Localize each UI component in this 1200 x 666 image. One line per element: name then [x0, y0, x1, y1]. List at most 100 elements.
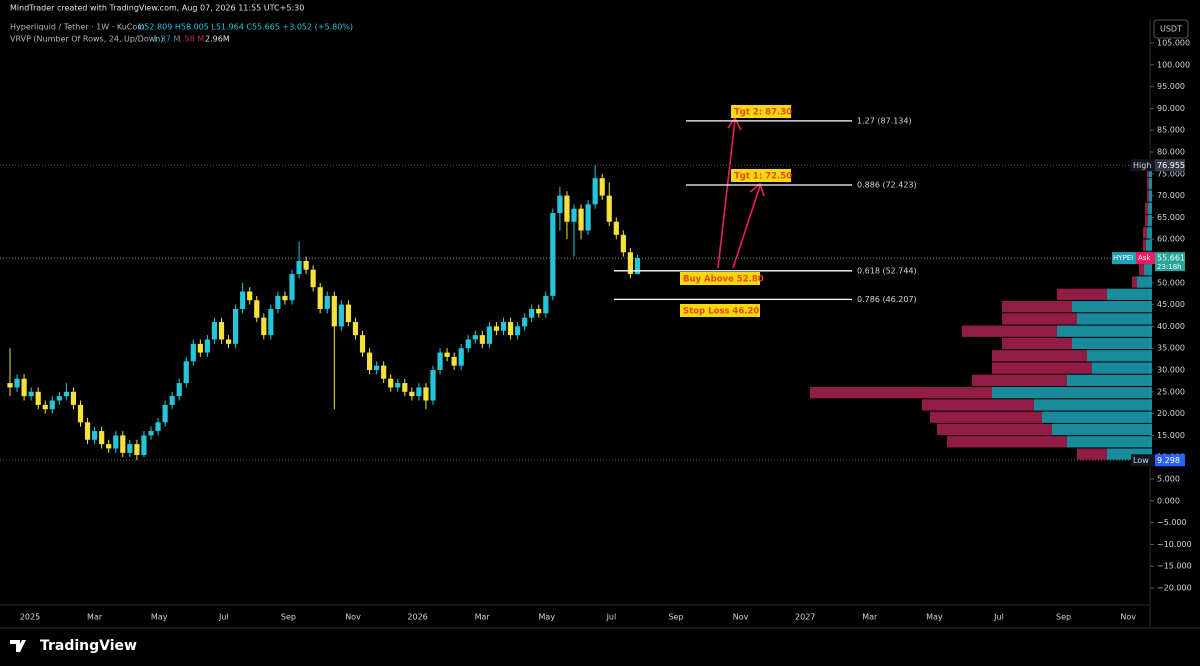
x-tick-label: Jul [218, 613, 229, 622]
candle-body [7, 383, 13, 388]
candle-body [338, 304, 344, 327]
annotation-box [731, 169, 791, 182]
candle-body [240, 291, 246, 309]
volume-up [1149, 190, 1152, 202]
volume-up [1107, 448, 1152, 460]
candle-body [388, 378, 394, 388]
candle-body [120, 435, 126, 453]
volume-up [1077, 313, 1152, 325]
candle-body [402, 383, 408, 392]
y-tick-label: 20.000 [1157, 409, 1185, 418]
candle-body [113, 435, 119, 449]
volume-down [1077, 448, 1107, 460]
volume-down [972, 374, 1067, 387]
candle-body [127, 444, 133, 453]
y-tick-label: 80.000 [1157, 148, 1185, 157]
last-value-bg [1155, 252, 1185, 272]
y-tick-label: 0.000 [1157, 496, 1180, 505]
x-tick-label: Jul [606, 613, 617, 622]
volume-up [1072, 300, 1152, 313]
candle-body [141, 435, 147, 456]
volume-up [1144, 264, 1152, 276]
y-tick-label: 75.000 [1157, 169, 1185, 178]
candle-body [599, 178, 605, 196]
candle-body [409, 391, 415, 397]
candle-body [155, 422, 161, 432]
candle-body [63, 391, 69, 397]
volume-up [1092, 362, 1152, 374]
volume-down [1002, 313, 1077, 325]
x-tick-label: 2027 [795, 613, 815, 622]
candle-body [35, 391, 41, 405]
volume-down [930, 411, 1042, 423]
candle-body [571, 208, 577, 222]
volume-down [810, 387, 992, 399]
candle-body [303, 261, 309, 270]
brand-logo [10, 640, 26, 652]
last-countdown: 23:18h [1157, 263, 1182, 271]
candle-body [430, 370, 436, 401]
volume-up [1146, 239, 1152, 251]
volume-up [1147, 227, 1152, 239]
y-tick-label: 105.000 [1157, 39, 1190, 48]
last-side-bg [1136, 252, 1155, 265]
volume-up [1072, 337, 1152, 350]
volume-up [1042, 411, 1152, 423]
currency-box[interactable] [1153, 19, 1189, 39]
annotation: Buy Above 52.80 [683, 275, 764, 285]
last-side: Ask [1138, 254, 1151, 262]
y-tick-label: −20.000 [1157, 584, 1192, 593]
annotation-box [680, 272, 760, 285]
candle-body [592, 178, 598, 205]
indicator-up: 1.37 M [153, 35, 180, 44]
candle-body [557, 195, 563, 214]
y-tick-label: −10.000 [1157, 540, 1192, 549]
candle-body [84, 422, 91, 440]
candle-body [486, 326, 492, 344]
badge-label-bg [1131, 454, 1155, 467]
x-tick-label: Nov [1120, 613, 1136, 622]
candle-body [585, 204, 591, 231]
candle-body [606, 195, 612, 222]
x-tick-label: May [151, 613, 168, 622]
volume-down [1132, 276, 1137, 288]
annotation: Tgt 1: 72.50 [734, 172, 792, 182]
volume-down [1145, 202, 1148, 214]
y-tick-label: 65.000 [1157, 213, 1185, 222]
candle-body [543, 295, 549, 314]
candle-body [352, 322, 359, 336]
last-value: 55.661 [1157, 254, 1185, 263]
volume-up [1137, 276, 1152, 288]
candle-body [458, 348, 464, 366]
y-tick-label: 90.000 [1157, 104, 1185, 113]
candle-body [204, 339, 210, 353]
volume-down [922, 399, 1034, 411]
y-tick-label: 45.000 [1157, 300, 1185, 309]
candle-body [70, 391, 77, 405]
candle-body [366, 352, 373, 370]
candle-body [134, 444, 140, 456]
candle-body [197, 343, 203, 353]
badge-label: High [1133, 161, 1151, 170]
candle-body [564, 195, 570, 222]
candle-body [289, 274, 295, 301]
volume-up [1148, 202, 1152, 214]
volume-down [1143, 227, 1147, 239]
volume-down [1002, 337, 1072, 350]
candle-body [451, 356, 457, 366]
last-symbol: HYPEI [1113, 254, 1133, 262]
badge-value-bg [1155, 454, 1185, 467]
candle-body [522, 317, 528, 327]
badge-value-bg [1155, 159, 1185, 172]
candle-body [324, 295, 330, 309]
y-tick-label: 95.000 [1157, 82, 1185, 91]
y-tick-label: 50.000 [1157, 278, 1185, 287]
volume-down [1057, 288, 1107, 300]
x-tick-label: Mar [87, 613, 103, 622]
currency[interactable]: USDT [1160, 25, 1182, 34]
volume-up [1149, 178, 1152, 190]
candle-body [183, 361, 189, 384]
volume-up [1107, 288, 1152, 300]
volume-down [992, 362, 1092, 374]
x-tick-label: Mar [475, 613, 491, 622]
